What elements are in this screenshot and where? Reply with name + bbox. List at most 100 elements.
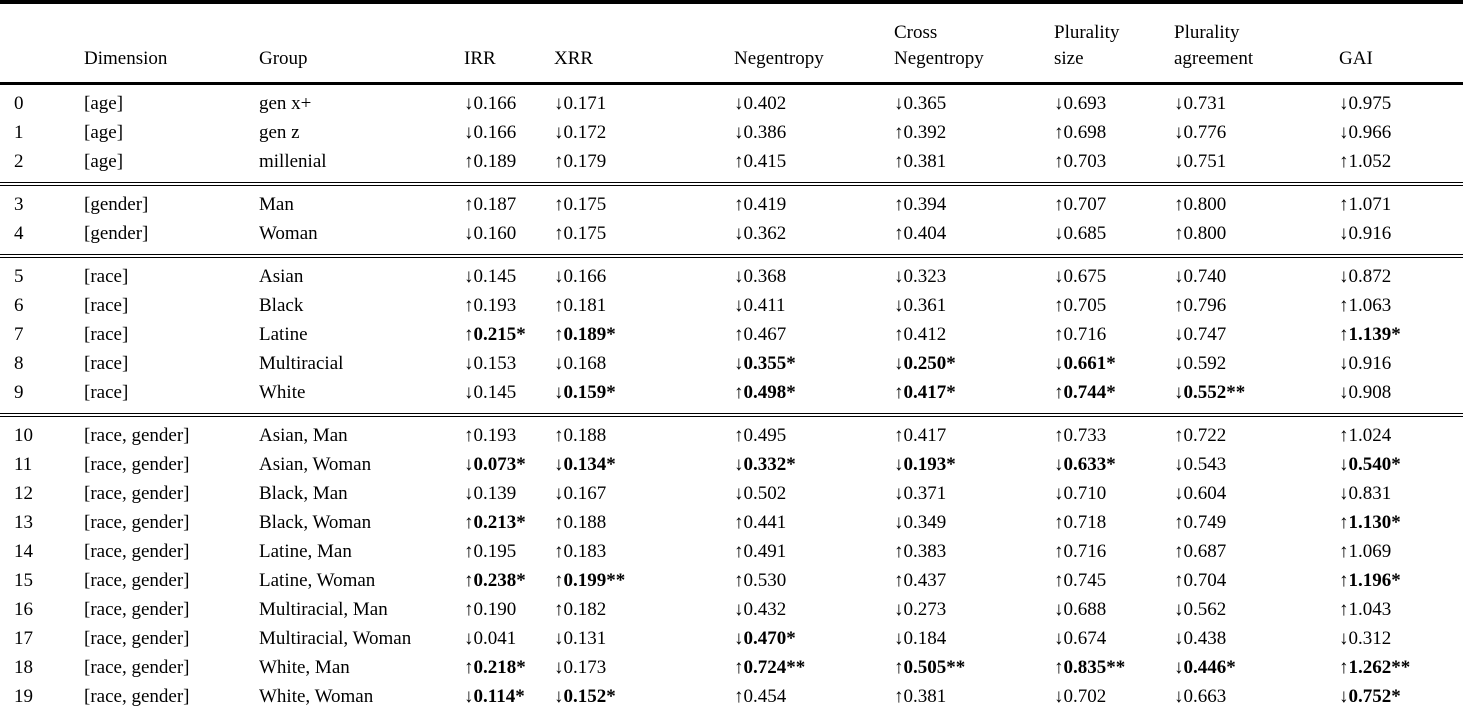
arrow-up-icon: ↑ [1339,541,1349,562]
metric-value: 0.530 [743,570,787,591]
table-row: 2 [age] millenial ↑0.189 ↑0.179 ↑0.415 ↑0.381 ↑… [0,147,1463,184]
table-row: 16 [race, gender] Multiracial, Man ↑0.190 ↑0… [0,595,1463,624]
metric-value: 0.131 [563,628,607,649]
arrow-up-icon: ↑ [1339,599,1349,620]
metric-value: 0.041 [473,628,517,649]
metric-value: 0.175 [563,194,607,215]
metric: ↑1.262** [1339,657,1410,678]
metric-value: 1.069 [1348,541,1392,562]
cell-group: Woman [259,223,318,244]
arrow-up-icon: ↑ [554,541,564,562]
metric-value: 1.130* [1348,512,1401,533]
arrow-down-icon: ↓ [1339,686,1349,707]
metric-value: 1.024 [1348,425,1392,446]
arrow-down-icon: ↓ [734,483,744,504]
cell-negentropy: ↓0.368 [720,256,880,291]
cell-index: 1 [14,122,24,143]
metric: ↑0.189* [554,324,616,345]
cell-cross-negentropy: ↑0.381 [880,682,1040,717]
metric-value: 0.139 [473,483,517,504]
metric-value: 0.349 [903,512,947,533]
arrow-up-icon: ↑ [1054,324,1064,345]
metric-value: 0.722 [1183,425,1227,446]
arrow-up-icon: ↑ [464,151,474,172]
metric-value: 0.592 [1183,353,1227,374]
cell-plurality-agreement: ↑0.749 [1160,508,1325,537]
metric-value: 0.688 [1063,599,1107,620]
metric: ↑0.749 [1174,512,1226,533]
metric: ↓0.114* [464,686,525,707]
metric: ↓0.365 [894,93,946,114]
metric: ↑1.139* [1339,324,1401,345]
arrow-down-icon: ↓ [554,628,564,649]
metric: ↑0.215* [464,324,526,345]
metric-value: 0.800 [1183,194,1227,215]
arrow-down-icon: ↓ [464,353,474,374]
cell-gai: ↑1.262** [1325,653,1463,682]
arrow-up-icon: ↑ [734,686,744,707]
arrow-up-icon: ↑ [734,425,744,446]
cell-negentropy: ↑0.415 [720,147,880,184]
metric: ↑0.722 [1174,425,1226,446]
arrow-up-icon: ↑ [734,151,744,172]
dimension-block: 10 [race, gender] Asian, Man ↑0.193 ↑0.188 ↑0… [0,415,1463,717]
cell-irr: ↑0.213* [450,508,540,537]
arrow-down-icon: ↓ [464,483,474,504]
cell-gai: ↓0.916 [1325,219,1463,256]
metric: ↓0.134* [554,454,616,475]
metric-value: 0.540* [1348,454,1401,475]
metric-value: 0.332* [743,454,796,475]
metric: ↑0.703 [1054,151,1106,172]
metric: ↓0.446* [1174,657,1236,678]
metric: ↑0.417* [894,382,956,403]
metric-value: 1.063 [1348,295,1392,316]
arrow-down-icon: ↓ [554,353,564,374]
cell-index: 13 [14,512,33,533]
cell-group: Black, Woman [259,512,372,533]
metric-value: 0.171 [563,93,607,114]
metric: ↑1.052 [1339,151,1391,172]
metric: ↑1.130* [1339,512,1401,533]
cell-plurality-agreement: ↓0.731 [1160,84,1325,119]
metric: ↓0.168 [554,353,606,374]
arrow-up-icon: ↑ [894,657,904,678]
cell-xrr: ↑0.199** [540,566,720,595]
metric: ↑0.498* [734,382,796,403]
cell-irr: ↓0.166 [450,118,540,147]
cell-cross-negentropy: ↑0.394 [880,184,1040,219]
arrow-up-icon: ↑ [1054,295,1064,316]
arrow-down-icon: ↓ [464,93,474,114]
metric-value: 0.386 [743,122,787,143]
arrow-up-icon: ↑ [734,570,744,591]
metric: ↓0.166 [464,93,516,114]
cell-xrr: ↓0.172 [540,118,720,147]
metric-value: 0.419 [743,194,787,215]
cell-xrr: ↑0.183 [540,537,720,566]
cell-dimension: [race, gender] [84,570,190,591]
metric-value: 0.073* [473,454,526,475]
cell-irr: ↓0.114* [450,682,540,717]
metric: ↓0.831 [1339,483,1391,504]
cell-negentropy: ↑0.441 [720,508,880,537]
arrow-down-icon: ↓ [734,93,744,114]
metric-value: 0.966 [1348,122,1392,143]
table-row: 12 [race, gender] Black, Man ↓0.139 ↓0.167 ↓0… [0,479,1463,508]
metric-value: 0.152* [563,686,616,707]
metric-value: 0.145 [473,382,517,403]
metric: ↓0.693 [1054,93,1106,114]
metric: ↓0.041 [464,628,516,649]
cell-cross-negentropy: ↓0.184 [880,624,1040,653]
metric: ↓0.152* [554,686,616,707]
cell-group: White, Woman [259,686,374,707]
cell-gai: ↑1.052 [1325,147,1463,184]
arrow-down-icon: ↓ [894,599,904,620]
metric: ↓0.661* [1054,353,1116,374]
metric-value: 0.417* [903,382,956,403]
metric-value: 0.166 [473,93,517,114]
metric-value: 0.173 [563,657,607,678]
cell-plurality-agreement: ↓0.446* [1160,653,1325,682]
metric: ↑0.381 [894,151,946,172]
cell-cross-negentropy: ↓0.323 [880,256,1040,291]
cell-group: Black, Man [259,483,348,504]
metric-value: 0.685 [1063,223,1107,244]
